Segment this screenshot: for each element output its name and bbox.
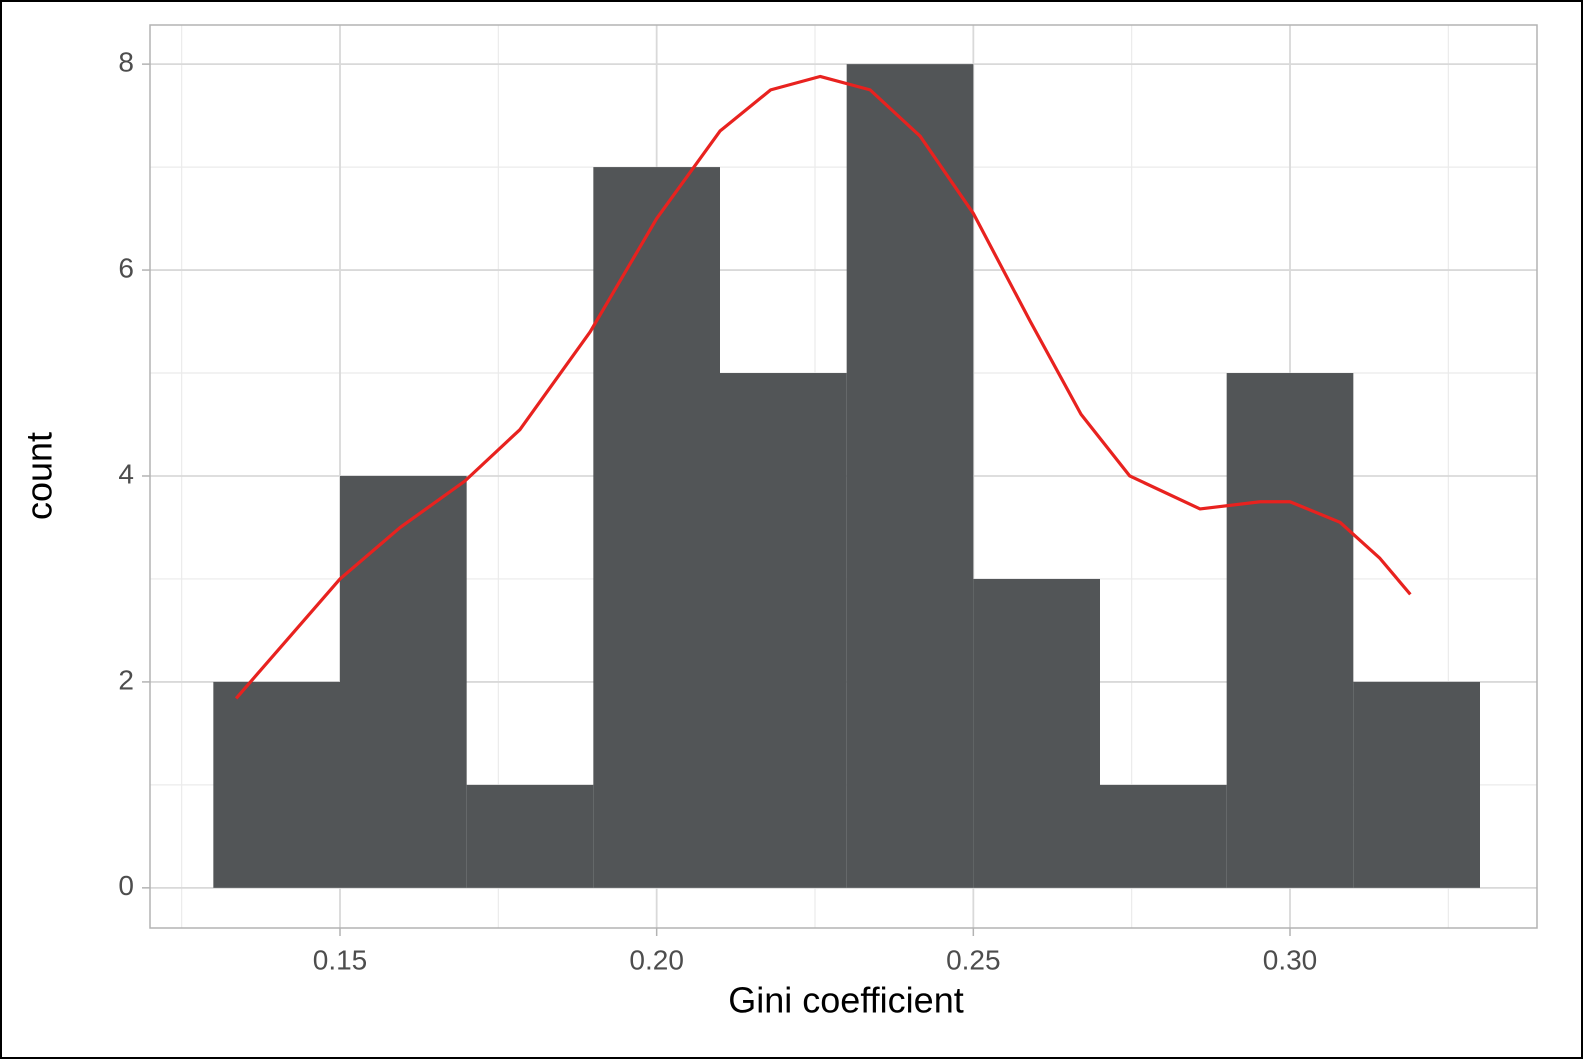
bar <box>720 373 847 888</box>
bar <box>973 578 1100 888</box>
bar <box>213 681 340 888</box>
y-tick-label: 2 <box>118 664 134 695</box>
bar <box>593 167 720 888</box>
x-tick-label: 0.25 <box>946 944 1001 975</box>
bars <box>213 64 1480 888</box>
x-tick-label: 0.15 <box>313 944 368 975</box>
x-tick-label: 0.20 <box>629 944 684 975</box>
y-tick-label: 0 <box>118 870 134 901</box>
density-curve <box>234 74 1412 700</box>
bar <box>466 784 594 888</box>
y-tick-label: 8 <box>118 47 134 78</box>
bar <box>1353 681 1480 888</box>
bar <box>1226 373 1354 888</box>
bar <box>340 475 467 888</box>
x-tick-label: 0.30 <box>1263 944 1318 975</box>
density-layer <box>234 74 1412 700</box>
bar <box>1100 784 1227 888</box>
bar <box>846 64 974 888</box>
y-axis-title: count <box>19 432 60 520</box>
y-tick-label: 6 <box>118 252 134 283</box>
x-axis-title: Gini coefficient <box>728 980 963 1021</box>
y-tick-label: 4 <box>118 458 134 489</box>
